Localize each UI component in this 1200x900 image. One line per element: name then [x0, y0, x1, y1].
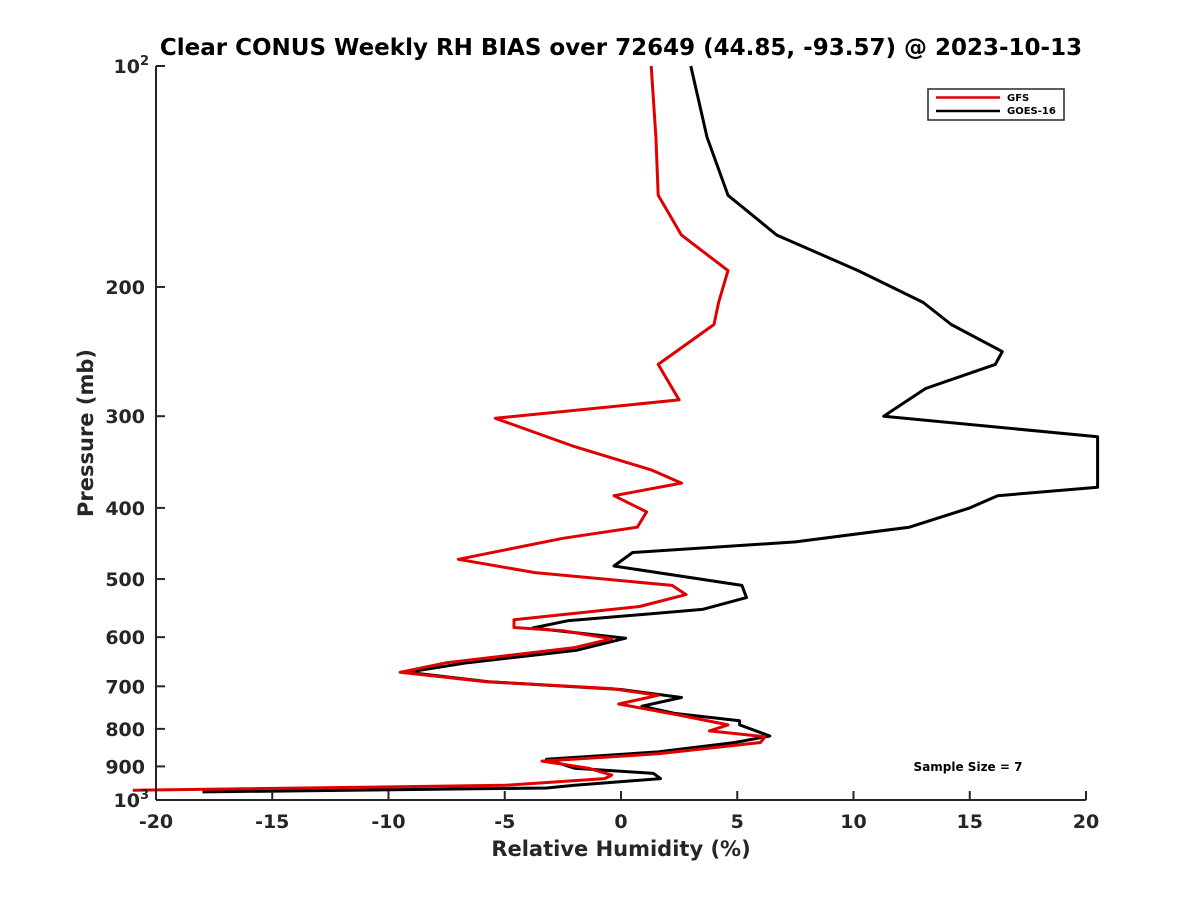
- y-tick-label: 300: [105, 406, 145, 428]
- y-tick-label: 800: [105, 719, 145, 741]
- y-tick-label: 400: [105, 498, 145, 520]
- x-axis-label: Relative Humidity (%): [491, 837, 750, 861]
- x-tick-label: 20: [1073, 811, 1099, 833]
- x-tick-label: -20: [139, 811, 173, 833]
- series-line-gfs: [132, 65, 767, 792]
- plot-area: -20 -15 -10 -5 0 5 10 15 20 10 220030040050060070…: [105, 54, 1099, 833]
- y-tick-exponent: 2: [140, 54, 149, 69]
- chart-title: Clear CONUS Weekly RH BIAS over 72649 (4…: [160, 35, 1082, 61]
- legend-box: [927, 88, 1065, 121]
- plot-background: [156, 66, 1086, 800]
- x-tick-label: 15: [957, 811, 983, 833]
- x-tick-label: -10: [371, 811, 405, 833]
- series-layer: [132, 65, 1100, 794]
- y-tick-label: 10: [114, 56, 140, 78]
- series-line-goes16: [202, 65, 1100, 794]
- y-tick-label: 900: [105, 756, 145, 778]
- x-tick-label: -15: [255, 811, 289, 833]
- y-tick-label: 500: [105, 569, 145, 591]
- y-axis-label: Pressure (mb): [74, 349, 98, 517]
- x-tick-label: 10: [840, 811, 866, 833]
- y-tick-label: 200: [105, 277, 145, 299]
- legend-label-gfs: GFS: [1007, 93, 1029, 104]
- legend: GFS GOES-16: [927, 88, 1065, 121]
- legend-label-goes16: GOES-16: [1007, 106, 1056, 117]
- x-tick-label: 0: [614, 811, 627, 833]
- x-tick-label: 5: [731, 811, 744, 833]
- x-ticks: -20 -15 -10 -5 0 5 10 15 20: [139, 791, 1099, 833]
- sample-size-annotation: Sample Size = 7: [914, 760, 1023, 774]
- y-tick-label: 600: [105, 627, 145, 649]
- y-tick-label: 10: [114, 790, 140, 812]
- y-tick-label: 700: [105, 676, 145, 698]
- x-tick-label: -5: [494, 811, 515, 833]
- y-tick-exponent: 3: [140, 788, 149, 803]
